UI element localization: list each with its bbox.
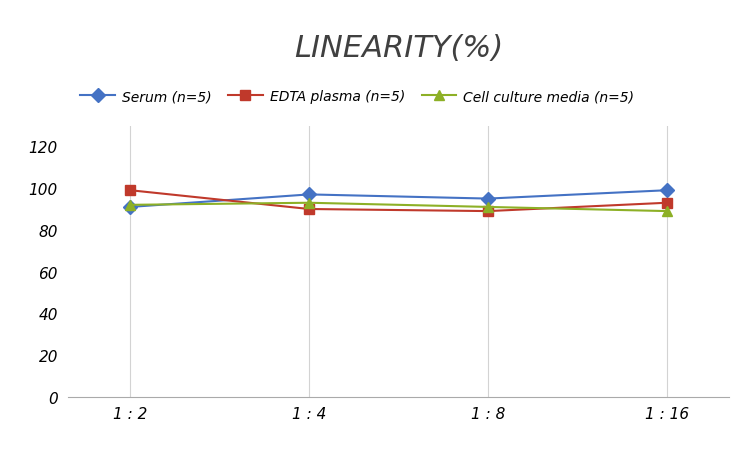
Serum (n=5) <box>126 205 135 210</box>
EDTA plasma (n=5) <box>663 201 672 206</box>
Serum (n=5) <box>663 188 672 193</box>
Cell culture media (n=5) <box>484 205 493 210</box>
Cell culture media (n=5) <box>305 201 314 206</box>
EDTA plasma (n=5) <box>305 207 314 212</box>
Line: Serum (n=5): Serum (n=5) <box>126 186 672 212</box>
Cell culture media (n=5) <box>126 202 135 208</box>
Title: LINEARITY(%): LINEARITY(%) <box>294 34 503 63</box>
Line: Cell culture media (n=5): Cell culture media (n=5) <box>126 198 672 216</box>
Legend: Serum (n=5), EDTA plasma (n=5), Cell culture media (n=5): Serum (n=5), EDTA plasma (n=5), Cell cul… <box>74 84 640 110</box>
Serum (n=5) <box>305 192 314 198</box>
EDTA plasma (n=5) <box>126 188 135 193</box>
Line: EDTA plasma (n=5): EDTA plasma (n=5) <box>126 186 672 216</box>
Serum (n=5) <box>484 197 493 202</box>
Cell culture media (n=5) <box>663 209 672 214</box>
EDTA plasma (n=5) <box>484 209 493 214</box>
